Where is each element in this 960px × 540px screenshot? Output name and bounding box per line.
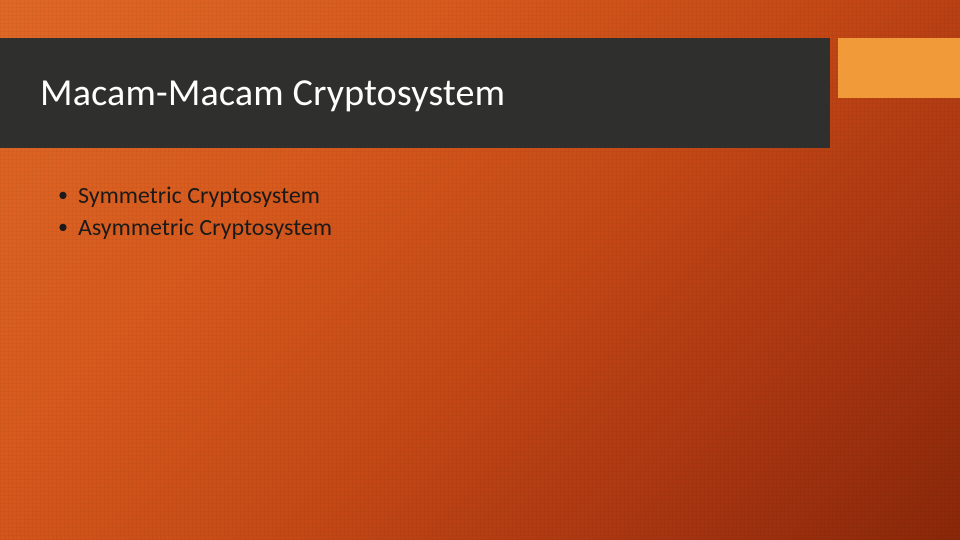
- bullet-icon: •: [58, 182, 68, 209]
- bullet-icon: •: [58, 214, 68, 241]
- bullet-text: Asymmetric Cryptosystem: [78, 212, 332, 244]
- bullet-item: • Asymmetric Cryptosystem: [58, 212, 920, 244]
- slide-title: Macam-Macam Cryptosystem: [40, 70, 505, 116]
- title-band: Macam-Macam Cryptosystem: [0, 38, 830, 148]
- slide-content: • Symmetric Cryptosystem • Asymmetric Cr…: [58, 180, 920, 245]
- bullet-item: • Symmetric Cryptosystem: [58, 180, 920, 212]
- slide: Macam-Macam Cryptosystem • Symmetric Cry…: [0, 0, 960, 540]
- bullet-text: Symmetric Cryptosystem: [78, 180, 320, 212]
- accent-box: [838, 38, 960, 98]
